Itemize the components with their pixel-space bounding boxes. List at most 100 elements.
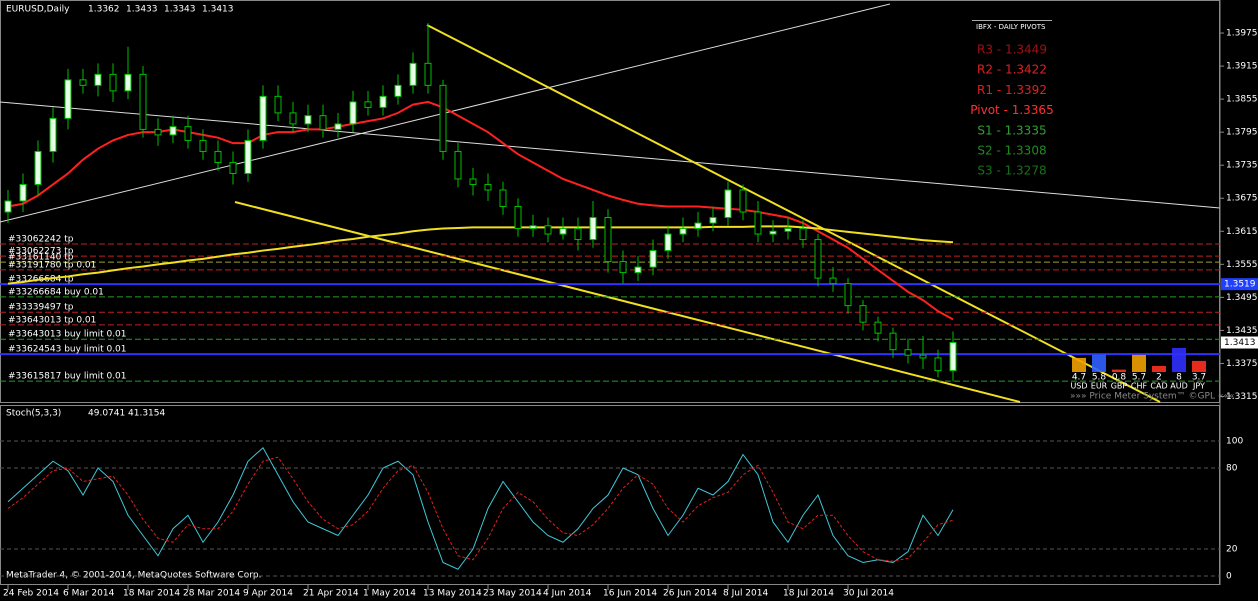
trend-line [426, 24, 1161, 403]
candle-body [814, 239, 822, 279]
pivot-level: S2 - 1.3308 [977, 144, 1046, 158]
candle-body [769, 230, 777, 235]
y-tick-label: 1.3675 [1226, 194, 1258, 204]
x-tick-label: 9 Apr 2014 [243, 589, 293, 599]
candle-body [949, 342, 957, 372]
candle-body [904, 349, 912, 356]
y-tick-label: 1.3495 [1226, 293, 1258, 303]
candle-body [199, 139, 207, 152]
y-tick-label: 1.3555 [1226, 260, 1258, 270]
candle-body [934, 357, 942, 372]
candle-body [844, 283, 852, 307]
header-price: 1.3433 [126, 5, 158, 15]
pivot-level: S1 - 1.3335 [977, 123, 1046, 137]
pivot-level: R3 - 1.3449 [977, 43, 1047, 57]
candle-body [319, 115, 327, 130]
stoch-tick-label: 20 [1226, 545, 1238, 555]
pivot-level: R2 - 1.3422 [977, 63, 1047, 77]
candle-body [694, 222, 702, 230]
meter-bar [1192, 360, 1206, 372]
candle-body [559, 228, 567, 235]
stoch-d-value: 41.3154 [128, 409, 165, 419]
order-label: #33643013 buy limit 0.01 [8, 330, 127, 340]
meter-currency: JPY [1192, 382, 1205, 391]
y-tick-label: 1.3855 [1226, 95, 1258, 105]
candle-body [889, 332, 897, 351]
candle-body [244, 139, 252, 174]
meter-currency: CHF [1131, 382, 1148, 391]
candle-body [64, 79, 72, 119]
candle-body [439, 84, 447, 152]
candle-body [619, 261, 627, 274]
y-tick-label: 1.3615 [1226, 227, 1258, 237]
meter-currency: GBP [1111, 382, 1128, 391]
candle-body [304, 115, 312, 125]
y-tick-label: 1.3435 [1226, 326, 1258, 336]
candle-body [679, 228, 687, 235]
y-tick-label: 1.3735 [1226, 161, 1258, 171]
meter-currency: EUR [1091, 382, 1108, 391]
candle-body [664, 233, 672, 252]
candle-body [739, 189, 747, 213]
header-price: 1.3413 [202, 5, 234, 15]
candle-body [874, 321, 882, 334]
order-label: #33062273 tp [8, 247, 74, 257]
meter-value: 5.8 [1092, 373, 1107, 383]
x-tick-label: 18 Mar 2014 [123, 589, 180, 599]
y-tick-label: 1.3795 [1226, 128, 1258, 138]
candle-body [829, 277, 837, 285]
stoch-tick-label: 100 [1226, 437, 1243, 447]
x-tick-label: 30 Jul 2014 [843, 589, 894, 599]
candle-body [364, 101, 372, 108]
moving-average [7, 100, 954, 321]
candle-body [349, 101, 357, 125]
meter-value: 0.8 [1112, 373, 1127, 383]
candle-body [184, 126, 192, 141]
price-label-box [1221, 336, 1258, 349]
stoch-k-value: 49.0741 [88, 409, 125, 419]
stoch-line [7, 446, 954, 570]
candle-body [169, 126, 177, 136]
candle-body [124, 73, 132, 92]
candle-body [499, 189, 507, 208]
moving-average [7, 225, 954, 285]
candle-body [424, 62, 432, 86]
stoch-line [7, 456, 954, 562]
candle-body [529, 225, 537, 230]
meter-bar [1112, 369, 1126, 372]
meter-bar [1072, 357, 1086, 372]
candle-body [754, 211, 762, 235]
x-tick-label: 16 Jun 2014 [603, 589, 657, 599]
candle-body [379, 95, 387, 108]
order-label: #33161140 tp [8, 253, 74, 263]
meter-value: 2 [1156, 373, 1162, 383]
header-price: 1.3343 [164, 5, 196, 15]
header-price: 1.3362 [88, 5, 120, 15]
candle-body [409, 62, 417, 86]
candle-body [229, 161, 237, 174]
order-label: #33615817 buy limit 0.01 [8, 372, 127, 382]
candle-body [79, 79, 87, 86]
x-tick-label: 24 Feb 2014 [3, 589, 59, 599]
candle-body [544, 225, 552, 235]
candle-body [4, 200, 12, 213]
candle-body [154, 128, 162, 136]
stoch-name: Stoch(5,3,3) [6, 409, 61, 419]
candle-body [334, 123, 342, 130]
candle-body [919, 354, 927, 359]
y-tick-label: 1.3975 [1226, 29, 1258, 39]
y-tick-label: 1.3375 [1226, 359, 1258, 369]
candle-body [514, 206, 522, 230]
meter-value: 8 [1176, 373, 1182, 383]
pivot-rule [972, 20, 1052, 21]
order-label: #33339497 tp [8, 303, 74, 313]
candle-body [859, 305, 867, 323]
candle-body [454, 150, 462, 180]
meter-value: 5.7 [1132, 373, 1146, 383]
candle-body [634, 266, 642, 274]
candle-body [604, 217, 612, 263]
candle-body [709, 217, 717, 224]
candle-body [469, 178, 477, 185]
